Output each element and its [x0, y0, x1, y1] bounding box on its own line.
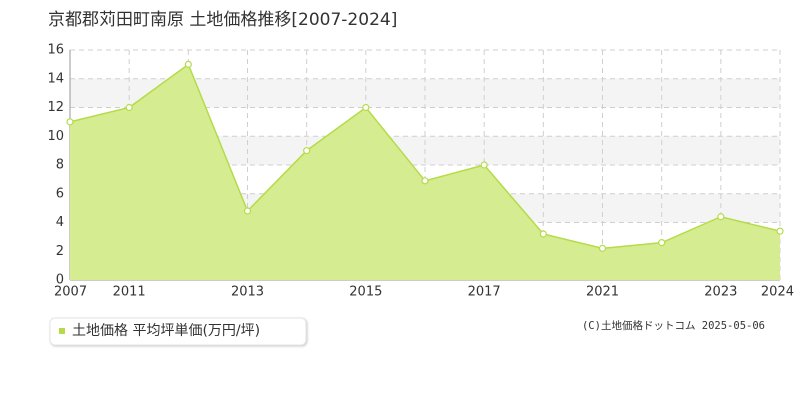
- x-tick-label: 2015: [349, 285, 382, 300]
- area: [70, 64, 780, 280]
- legend-label: 土地価格 平均坪単価(万円/坪): [72, 323, 260, 339]
- y-tick-label: 8: [56, 158, 64, 173]
- marks: [66, 60, 784, 280]
- x-tick-label: 2011: [113, 285, 146, 300]
- x-tick-label: 2017: [468, 285, 501, 300]
- y-tick-label: 12: [47, 100, 64, 115]
- point: [66, 118, 74, 126]
- legend-marker: [59, 328, 65, 334]
- credit: (C)土地価格ドットコム 2025-05-06: [582, 319, 765, 332]
- y-tick-label: 0: [56, 273, 64, 288]
- y-tick-label: 2: [56, 244, 64, 259]
- point: [303, 147, 311, 155]
- point: [243, 207, 252, 215]
- point: [362, 103, 370, 112]
- y-tick-label: 6: [56, 186, 64, 201]
- point: [480, 161, 488, 169]
- labels: 0 2 4 6 8 10 12 14 16 2007 2011 2013 2015 2017 2021 202…: [47, 43, 794, 300]
- y-tick-label: 14: [47, 71, 64, 86]
- x-tick-label: 2007: [54, 285, 87, 300]
- point: [421, 177, 429, 185]
- point: [125, 103, 133, 112]
- point: [598, 244, 607, 252]
- x-tick-label: 2023: [704, 285, 737, 300]
- point: [776, 227, 784, 235]
- x-tick-label: 2013: [231, 285, 264, 300]
- point: [658, 239, 666, 247]
- chart-title: 京都郡苅田町南原 土地価格推移[2007-2024]: [48, 10, 397, 30]
- y-tick-label: 4: [56, 215, 64, 230]
- legend-box: [49, 317, 307, 346]
- x-tick-label: 2024: [761, 285, 794, 300]
- point: [539, 230, 547, 238]
- point: [717, 213, 725, 221]
- x-tick-label: 2021: [586, 285, 619, 300]
- y-tick-label: 10: [47, 129, 64, 144]
- point: [184, 60, 192, 68]
- y-tick-label: 16: [47, 43, 64, 58]
